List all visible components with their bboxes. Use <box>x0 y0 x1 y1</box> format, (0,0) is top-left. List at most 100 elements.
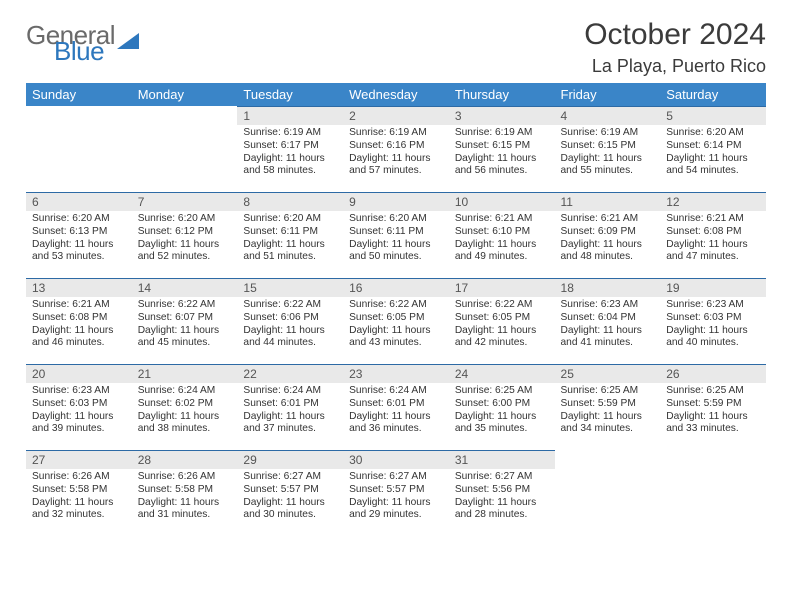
day-details: Sunrise: 6:21 AMSunset: 6:08 PMDaylight:… <box>660 211 766 268</box>
day-details: Sunrise: 6:25 AMSunset: 6:00 PMDaylight:… <box>449 383 555 440</box>
sunrise-line: Sunrise: 6:21 AM <box>666 213 760 226</box>
calendar-day-cell: 16Sunrise: 6:22 AMSunset: 6:05 PMDayligh… <box>343 278 449 364</box>
sunrise-line: Sunrise: 6:19 AM <box>349 127 443 140</box>
day-details: Sunrise: 6:19 AMSunset: 6:16 PMDaylight:… <box>343 125 449 182</box>
day-number: 25 <box>555 364 661 383</box>
sunset-line: Sunset: 6:11 PM <box>243 226 337 239</box>
daylight-line: Daylight: 11 hours and 49 minutes. <box>455 239 549 265</box>
sunrise-line: Sunrise: 6:20 AM <box>32 213 126 226</box>
daylight-line: Daylight: 11 hours and 44 minutes. <box>243 325 337 351</box>
calendar-day-cell: 10Sunrise: 6:21 AMSunset: 6:10 PMDayligh… <box>449 192 555 278</box>
calendar-day-cell: 9Sunrise: 6:20 AMSunset: 6:11 PMDaylight… <box>343 192 449 278</box>
sunrise-line: Sunrise: 6:23 AM <box>666 299 760 312</box>
calendar-day-cell: 15Sunrise: 6:22 AMSunset: 6:06 PMDayligh… <box>237 278 343 364</box>
sunset-line: Sunset: 6:01 PM <box>349 398 443 411</box>
daylight-line: Daylight: 11 hours and 34 minutes. <box>561 411 655 437</box>
sunrise-line: Sunrise: 6:20 AM <box>138 213 232 226</box>
day-details: Sunrise: 6:23 AMSunset: 6:03 PMDaylight:… <box>26 383 132 440</box>
day-details: Sunrise: 6:20 AMSunset: 6:12 PMDaylight:… <box>132 211 238 268</box>
daylight-line: Daylight: 11 hours and 42 minutes. <box>455 325 549 351</box>
day-number: 6 <box>26 192 132 211</box>
daylight-line: Daylight: 11 hours and 36 minutes. <box>349 411 443 437</box>
sunrise-line: Sunrise: 6:19 AM <box>561 127 655 140</box>
daylight-line: Daylight: 11 hours and 31 minutes. <box>138 497 232 523</box>
daylight-line: Daylight: 11 hours and 46 minutes. <box>32 325 126 351</box>
calendar-day-cell: 30Sunrise: 6:27 AMSunset: 5:57 PMDayligh… <box>343 450 449 536</box>
day-number: 19 <box>660 278 766 297</box>
weekday-header: Friday <box>555 83 661 106</box>
sunrise-line: Sunrise: 6:19 AM <box>243 127 337 140</box>
day-number: 26 <box>660 364 766 383</box>
sunset-line: Sunset: 6:05 PM <box>455 312 549 325</box>
day-number: 1 <box>237 106 343 125</box>
day-number: 30 <box>343 450 449 469</box>
daylight-line: Daylight: 11 hours and 43 minutes. <box>349 325 443 351</box>
sunset-line: Sunset: 5:56 PM <box>455 484 549 497</box>
calendar-day-cell: 29Sunrise: 6:27 AMSunset: 5:57 PMDayligh… <box>237 450 343 536</box>
day-number: 17 <box>449 278 555 297</box>
day-details: Sunrise: 6:23 AMSunset: 6:04 PMDaylight:… <box>555 297 661 354</box>
day-details: Sunrise: 6:25 AMSunset: 5:59 PMDaylight:… <box>660 383 766 440</box>
sunset-line: Sunset: 5:57 PM <box>349 484 443 497</box>
calendar-day-cell: 8Sunrise: 6:20 AMSunset: 6:11 PMDaylight… <box>237 192 343 278</box>
sunset-line: Sunset: 6:08 PM <box>32 312 126 325</box>
calendar-day-cell: 25Sunrise: 6:25 AMSunset: 5:59 PMDayligh… <box>555 364 661 450</box>
calendar-week-row: 13Sunrise: 6:21 AMSunset: 6:08 PMDayligh… <box>26 278 766 364</box>
day-details: Sunrise: 6:26 AMSunset: 5:58 PMDaylight:… <box>26 469 132 526</box>
day-details: Sunrise: 6:20 AMSunset: 6:11 PMDaylight:… <box>237 211 343 268</box>
calendar-day-cell: 28Sunrise: 6:26 AMSunset: 5:58 PMDayligh… <box>132 450 238 536</box>
sunrise-line: Sunrise: 6:22 AM <box>243 299 337 312</box>
sunrise-line: Sunrise: 6:27 AM <box>349 471 443 484</box>
sunrise-line: Sunrise: 6:23 AM <box>32 385 126 398</box>
day-details: Sunrise: 6:27 AMSunset: 5:56 PMDaylight:… <box>449 469 555 526</box>
calendar-week-row: 20Sunrise: 6:23 AMSunset: 6:03 PMDayligh… <box>26 364 766 450</box>
daylight-line: Daylight: 11 hours and 33 minutes. <box>666 411 760 437</box>
sunrise-line: Sunrise: 6:25 AM <box>561 385 655 398</box>
sunset-line: Sunset: 5:58 PM <box>138 484 232 497</box>
day-details: Sunrise: 6:26 AMSunset: 5:58 PMDaylight:… <box>132 469 238 526</box>
day-details: Sunrise: 6:23 AMSunset: 6:03 PMDaylight:… <box>660 297 766 354</box>
sunrise-line: Sunrise: 6:21 AM <box>455 213 549 226</box>
daylight-line: Daylight: 11 hours and 51 minutes. <box>243 239 337 265</box>
day-details: Sunrise: 6:19 AMSunset: 6:15 PMDaylight:… <box>555 125 661 182</box>
sunset-line: Sunset: 6:07 PM <box>138 312 232 325</box>
weekday-header: Monday <box>132 83 238 106</box>
calendar-empty-cell <box>555 450 661 536</box>
daylight-line: Daylight: 11 hours and 41 minutes. <box>561 325 655 351</box>
day-number: 28 <box>132 450 238 469</box>
daylight-line: Daylight: 11 hours and 52 minutes. <box>138 239 232 265</box>
sunset-line: Sunset: 5:57 PM <box>243 484 337 497</box>
day-number: 2 <box>343 106 449 125</box>
day-number: 31 <box>449 450 555 469</box>
calendar-week-row: 6Sunrise: 6:20 AMSunset: 6:13 PMDaylight… <box>26 192 766 278</box>
sunrise-line: Sunrise: 6:25 AM <box>455 385 549 398</box>
sunset-line: Sunset: 6:05 PM <box>349 312 443 325</box>
day-details: Sunrise: 6:21 AMSunset: 6:10 PMDaylight:… <box>449 211 555 268</box>
day-details: Sunrise: 6:27 AMSunset: 5:57 PMDaylight:… <box>343 469 449 526</box>
daylight-line: Daylight: 11 hours and 53 minutes. <box>32 239 126 265</box>
calendar-empty-cell <box>660 450 766 536</box>
day-number: 27 <box>26 450 132 469</box>
sunrise-line: Sunrise: 6:20 AM <box>666 127 760 140</box>
daylight-line: Daylight: 11 hours and 55 minutes. <box>561 153 655 179</box>
weekday-header: Tuesday <box>237 83 343 106</box>
day-number: 10 <box>449 192 555 211</box>
calendar-day-cell: 21Sunrise: 6:24 AMSunset: 6:02 PMDayligh… <box>132 364 238 450</box>
calendar-week-row: 27Sunrise: 6:26 AMSunset: 5:58 PMDayligh… <box>26 450 766 536</box>
day-number: 3 <box>449 106 555 125</box>
daylight-line: Daylight: 11 hours and 40 minutes. <box>666 325 760 351</box>
weekday-header: Wednesday <box>343 83 449 106</box>
daylight-line: Daylight: 11 hours and 39 minutes. <box>32 411 126 437</box>
day-details: Sunrise: 6:20 AMSunset: 6:11 PMDaylight:… <box>343 211 449 268</box>
sunrise-line: Sunrise: 6:26 AM <box>138 471 232 484</box>
sunrise-line: Sunrise: 6:24 AM <box>138 385 232 398</box>
day-details: Sunrise: 6:20 AMSunset: 6:13 PMDaylight:… <box>26 211 132 268</box>
sunrise-line: Sunrise: 6:24 AM <box>243 385 337 398</box>
sunrise-line: Sunrise: 6:26 AM <box>32 471 126 484</box>
daylight-line: Daylight: 11 hours and 47 minutes. <box>666 239 760 265</box>
sunset-line: Sunset: 6:01 PM <box>243 398 337 411</box>
sunrise-line: Sunrise: 6:27 AM <box>243 471 337 484</box>
day-details: Sunrise: 6:19 AMSunset: 6:17 PMDaylight:… <box>237 125 343 182</box>
sunset-line: Sunset: 6:08 PM <box>666 226 760 239</box>
daylight-line: Daylight: 11 hours and 48 minutes. <box>561 239 655 265</box>
